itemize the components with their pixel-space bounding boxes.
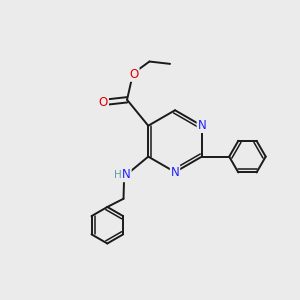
Text: H: H [114,170,122,180]
Text: N: N [171,166,179,178]
Text: N: N [122,168,131,182]
Text: O: O [130,68,139,81]
Text: N: N [197,119,206,132]
Text: O: O [99,96,108,109]
